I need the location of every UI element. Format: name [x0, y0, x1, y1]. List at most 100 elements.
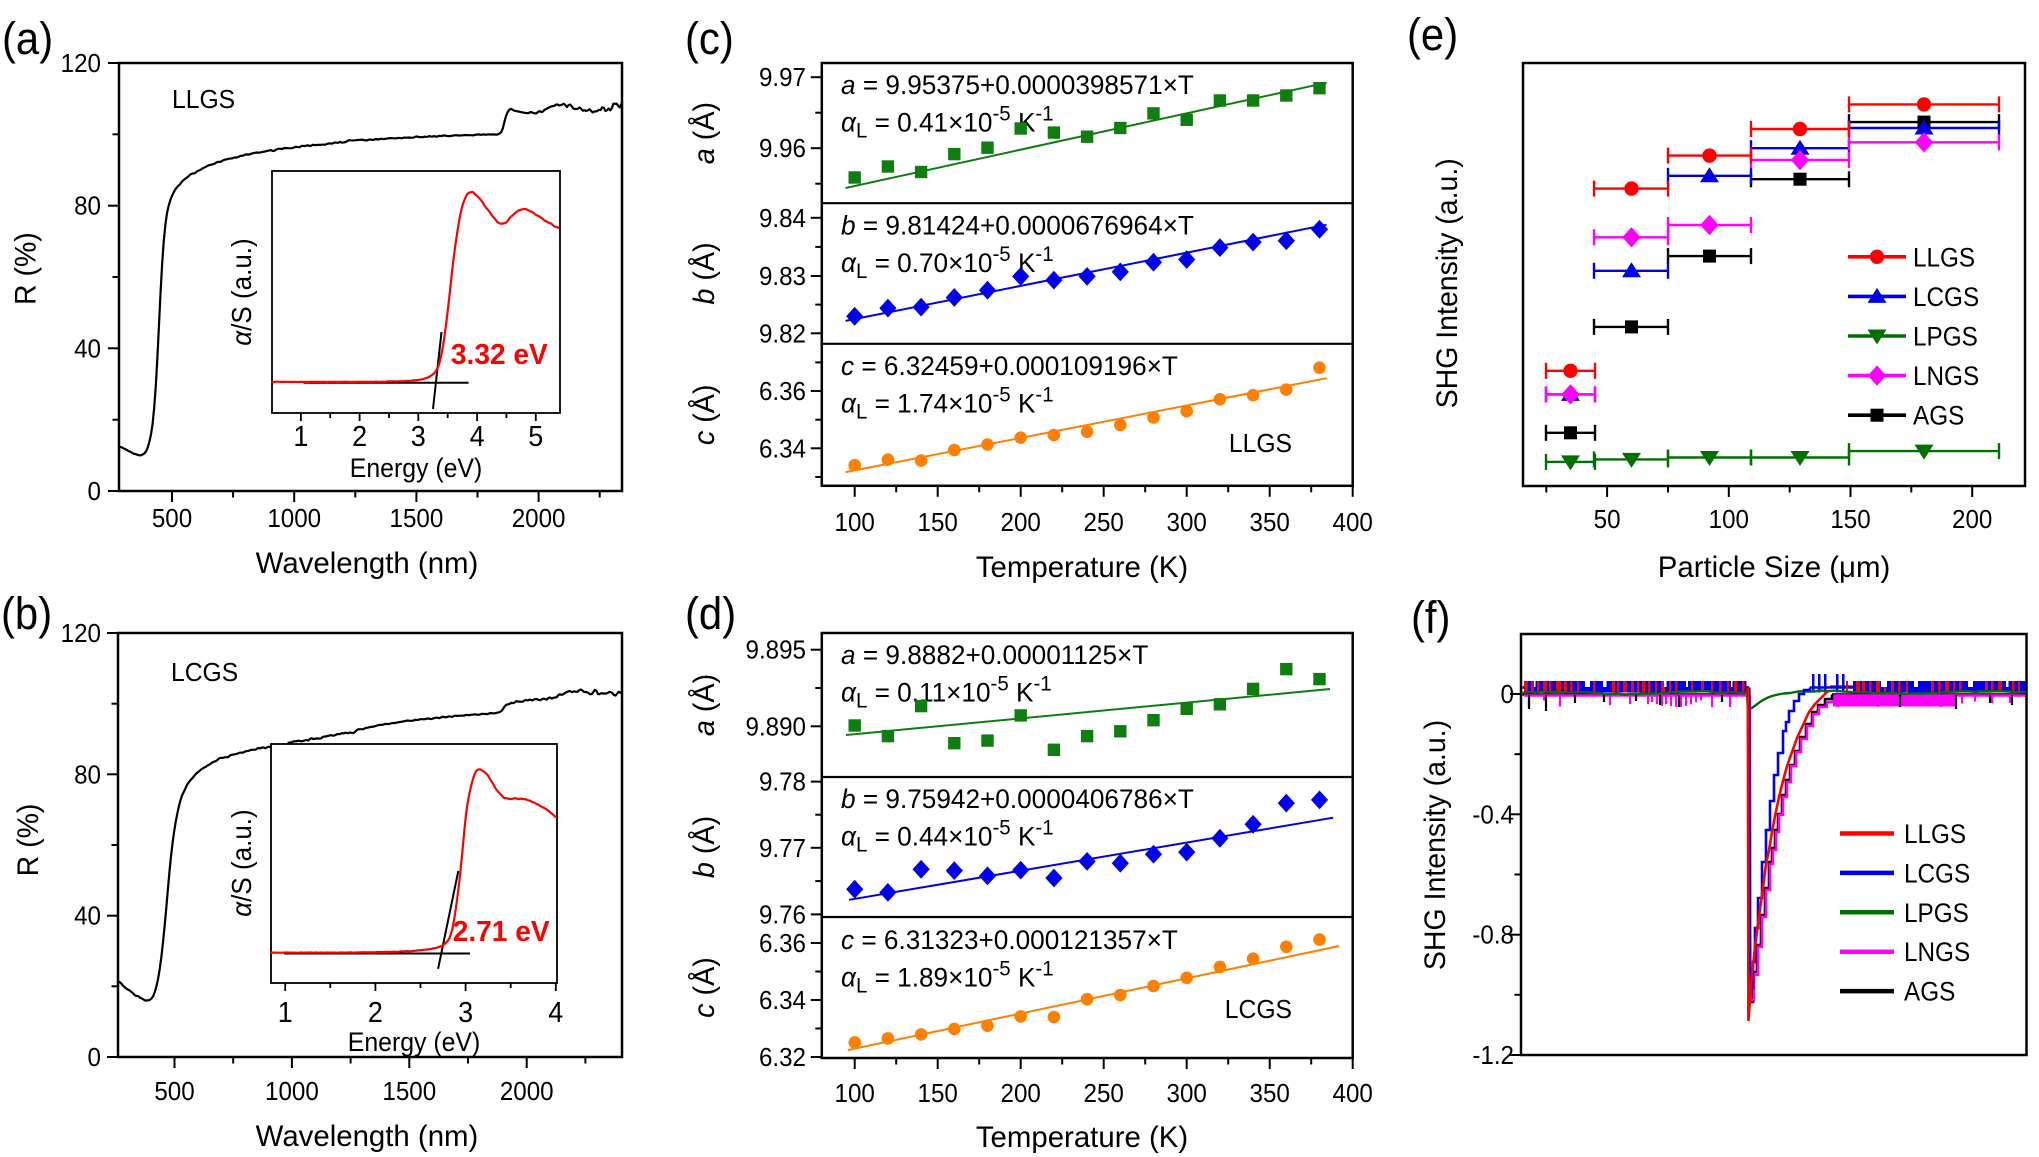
svg-text:0: 0	[88, 1043, 101, 1072]
svg-text:αL = 1.74×10-5 K-1: αL = 1.74×10-5 K-1	[841, 383, 1054, 423]
svg-text:b (Å): b (Å)	[687, 242, 721, 304]
svg-text:1: 1	[293, 420, 308, 452]
svg-text:a = 9.8882+0.00001125×T: a = 9.8882+0.00001125×T	[841, 640, 1148, 670]
svg-text:Temperature (K): Temperature (K)	[976, 551, 1188, 584]
svg-text:1: 1	[278, 996, 293, 1028]
svg-text:LCGS: LCGS	[1904, 859, 1970, 888]
svg-text:150: 150	[1830, 505, 1870, 534]
svg-text:300: 300	[1167, 1079, 1207, 1108]
svg-text:LLGS: LLGS	[1913, 243, 1975, 272]
svg-text:αL = 0.44×10-5 K-1: αL = 0.44×10-5 K-1	[841, 816, 1054, 856]
svg-text:3.32 eV: 3.32 eV	[451, 339, 548, 371]
svg-text:80: 80	[74, 761, 101, 790]
svg-text:350: 350	[1250, 1079, 1290, 1108]
svg-text:150: 150	[918, 1079, 958, 1108]
svg-text:6.32: 6.32	[759, 1043, 806, 1072]
svg-text:100: 100	[835, 508, 875, 537]
svg-text:AGS: AGS	[1913, 402, 1964, 431]
svg-text:LNGS: LNGS	[1913, 362, 1979, 391]
svg-text:9.83: 9.83	[759, 262, 806, 291]
svg-text:(d): (d)	[685, 590, 736, 640]
svg-text:6.36: 6.36	[759, 377, 806, 406]
svg-text:9.78: 9.78	[759, 768, 806, 797]
svg-text:Energy (eV): Energy (eV)	[350, 454, 483, 483]
svg-text:LCGS: LCGS	[171, 658, 238, 687]
svg-text:c (Å): c (Å)	[687, 384, 721, 445]
svg-text:Particle Size (μm): Particle Size (μm)	[1658, 551, 1890, 584]
svg-text:100: 100	[835, 1079, 875, 1108]
svg-text:40: 40	[74, 902, 101, 931]
svg-text:1000: 1000	[267, 504, 321, 533]
svg-text:2.71 eV: 2.71 eV	[453, 916, 550, 948]
svg-text:b = 9.81424+0.0000676964×T: b = 9.81424+0.0000676964×T	[841, 210, 1194, 240]
svg-text:c = 6.32459+0.000109196×T: c = 6.32459+0.000109196×T	[841, 351, 1178, 381]
svg-text:Wavelength (nm): Wavelength (nm)	[256, 1120, 479, 1153]
svg-text:250: 250	[1084, 508, 1124, 537]
svg-text:9.82: 9.82	[759, 320, 806, 349]
svg-text:250: 250	[1084, 1079, 1124, 1108]
svg-text:LPGS: LPGS	[1913, 322, 1978, 351]
svg-text:4: 4	[548, 996, 563, 1028]
svg-text:150: 150	[918, 508, 958, 537]
svg-text:9.77: 9.77	[759, 834, 806, 863]
svg-text:Temperature (K): Temperature (K)	[976, 1121, 1188, 1154]
svg-text:-0.4: -0.4	[1472, 801, 1514, 830]
svg-text:6.34: 6.34	[759, 986, 806, 1015]
svg-text:a = 9.95375+0.0000398571×T: a = 9.95375+0.0000398571×T	[841, 70, 1194, 100]
svg-text:αL = 0.11×10-5 K-1: αL = 0.11×10-5 K-1	[841, 672, 1052, 712]
svg-text:200: 200	[1952, 505, 1992, 534]
svg-text:-0.8: -0.8	[1472, 921, 1514, 950]
svg-text:LCGS: LCGS	[1225, 995, 1292, 1024]
svg-text:LNGS: LNGS	[1904, 938, 1970, 967]
svg-text:AGS: AGS	[1904, 977, 1955, 1006]
svg-text:9.895: 9.895	[746, 636, 806, 665]
svg-text:(f): (f)	[1411, 594, 1450, 644]
svg-text:LLGS: LLGS	[1904, 820, 1966, 849]
svg-text:500: 500	[154, 1077, 194, 1106]
svg-text:LCGS: LCGS	[1913, 283, 1979, 312]
svg-text:R (%): R (%)	[12, 804, 45, 877]
svg-text:c (Å): c (Å)	[687, 957, 721, 1018]
svg-text:α/S (a.u.): α/S (a.u.)	[226, 809, 257, 916]
svg-text:6.34: 6.34	[759, 435, 806, 464]
svg-text:0: 0	[88, 477, 101, 506]
svg-text:50: 50	[1594, 505, 1621, 534]
svg-text:3: 3	[458, 996, 473, 1028]
svg-text:100: 100	[1709, 505, 1749, 534]
svg-text:c = 6.31323+0.000121357×T: c = 6.31323+0.000121357×T	[841, 925, 1178, 955]
svg-text:Energy (eV): Energy (eV)	[348, 1028, 481, 1057]
svg-text:SHG Intensity (a.u.): SHG Intensity (a.u.)	[1431, 158, 1464, 408]
svg-text:Wavelength (nm): Wavelength (nm)	[256, 547, 479, 580]
svg-text:9.84: 9.84	[759, 204, 806, 233]
svg-text:9.97: 9.97	[759, 63, 806, 92]
svg-text:9.76: 9.76	[759, 901, 806, 930]
svg-text:2000: 2000	[512, 504, 566, 533]
svg-text:400: 400	[1333, 1079, 1373, 1108]
svg-text:350: 350	[1250, 508, 1290, 537]
svg-text:LPGS: LPGS	[1904, 899, 1969, 928]
svg-text:b (Å): b (Å)	[687, 816, 721, 878]
svg-text:200: 200	[1001, 1079, 1041, 1108]
svg-text:1500: 1500	[390, 504, 444, 533]
svg-text:(a): (a)	[2, 15, 53, 65]
svg-text:LLGS: LLGS	[172, 85, 235, 114]
svg-text:80: 80	[74, 192, 101, 221]
svg-text:400: 400	[1333, 508, 1373, 537]
svg-text:500: 500	[152, 504, 192, 533]
svg-text:40: 40	[74, 335, 101, 364]
svg-text:9.96: 9.96	[759, 134, 806, 163]
svg-text:6.36: 6.36	[759, 929, 806, 958]
svg-text:αL = 1.89×10-5 K-1: αL = 1.89×10-5 K-1	[841, 957, 1054, 997]
svg-text:b = 9.75942+0.0000406786×T: b = 9.75942+0.0000406786×T	[841, 784, 1194, 814]
svg-text:9.890: 9.890	[746, 713, 806, 742]
svg-text:a (Å): a (Å)	[687, 674, 721, 736]
svg-text:LLGS: LLGS	[1229, 429, 1292, 458]
svg-text:(b): (b)	[1, 590, 52, 640]
svg-text:120: 120	[61, 619, 101, 648]
svg-text:1000: 1000	[265, 1077, 319, 1106]
svg-text:5: 5	[528, 420, 543, 452]
svg-text:2: 2	[352, 420, 367, 452]
svg-text:αL = 0.41×10-5 K-1: αL = 0.41×10-5 K-1	[841, 102, 1054, 142]
svg-text:1500: 1500	[382, 1077, 436, 1106]
svg-text:(c): (c)	[685, 15, 734, 65]
